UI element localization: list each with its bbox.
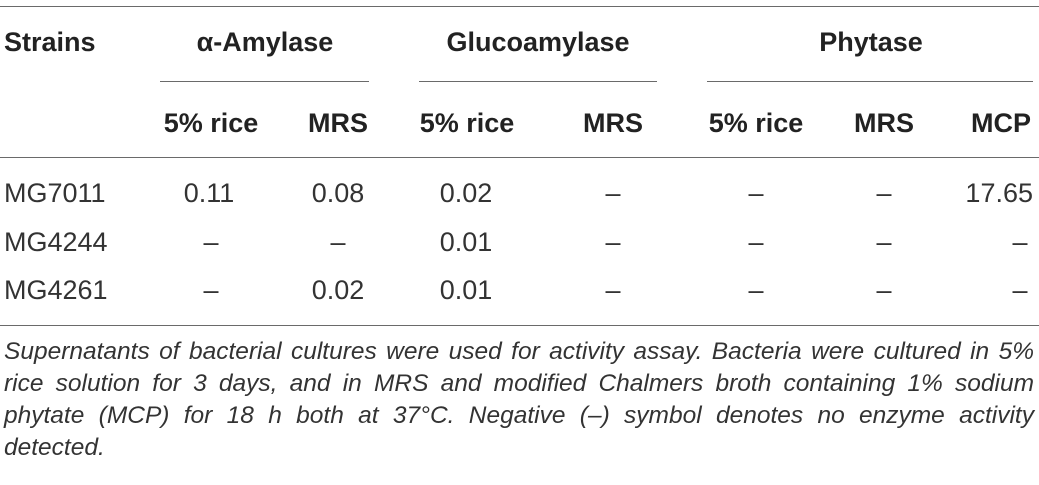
table-bottom-rule [0,325,1039,326]
header-glucoamylase: Glucoamylase [446,27,630,57]
row-2-phytase-mrs: – [876,227,892,257]
glucoamylase-span-rule [419,81,657,82]
subheader-phytase-rice: 5% rice [708,108,804,138]
subheader-gluco-mrs: MRS [583,108,643,138]
row-1-amylase-mrs: 0.08 [311,178,365,208]
row-3-amylase-mrs: 0.02 [311,275,365,305]
header-phytase: Phytase [819,27,923,57]
row-3-amylase-rice: – [203,275,219,305]
row-1-amylase-rice: 0.11 [183,178,235,208]
subheader-phytase-mcp: MCP [971,108,1031,138]
row-3-phytase-mcp: – [1012,275,1028,305]
header-alpha-amylase: α-Amylase [196,27,334,57]
row-2-phytase-mcp: – [1012,227,1028,257]
row-1-phytase-rice: – [748,178,764,208]
row-3-phytase-rice: – [748,275,764,305]
row-3-gluco-mrs: – [605,275,621,305]
row-2-gluco-rice: 0.01 [439,227,493,257]
row-2-amylase-rice: – [203,227,219,257]
amylase-span-rule [160,81,369,82]
row-1-phytase-mcp: 17.65 [965,178,1033,208]
row-3-gluco-rice: 0.01 [439,275,493,305]
subheader-phytase-mrs: MRS [854,108,914,138]
header-strains: Strains [4,27,96,57]
row-2-gluco-mrs: – [605,227,621,257]
row-1-strain: MG7011 [4,178,106,208]
table-footnote: Supernatants of bacterial cultures were … [4,338,1034,461]
row-2-amylase-mrs: – [330,227,346,257]
row-1-phytase-mrs: – [876,178,892,208]
table-top-rule [0,6,1039,7]
row-1-gluco-mrs: – [605,178,621,208]
row-3-strain: MG4261 [4,275,108,305]
header-bottom-rule [0,157,1039,158]
subheader-amylase-mrs: MRS [308,108,368,138]
row-2-phytase-rice: – [748,227,764,257]
phytase-span-rule [707,81,1033,82]
row-3-phytase-mrs: – [876,275,892,305]
subheader-gluco-rice: 5% rice [419,108,515,138]
subheader-amylase-rice: 5% rice [163,108,259,138]
row-1-gluco-rice: 0.02 [439,178,493,208]
row-2-strain: MG4244 [4,227,108,257]
